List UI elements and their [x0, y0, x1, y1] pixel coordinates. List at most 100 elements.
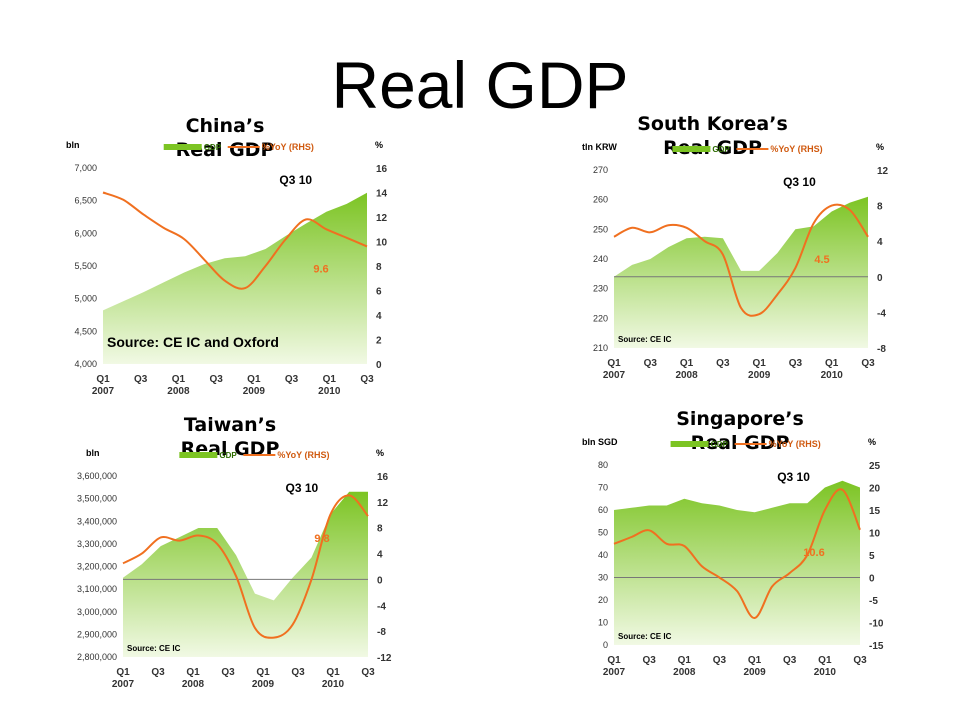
china-right-unit: % [375, 140, 383, 150]
singapore-x-tick-label: Q3 [783, 655, 797, 666]
singapore-y-left-tick-label: 0 [603, 640, 608, 650]
china-left-unit: bln [66, 140, 80, 150]
taiwan-y-left-tick-label: 3,600,000 [77, 471, 117, 481]
taiwan-period-label: Q3 10 [285, 481, 318, 495]
taiwan-y-left-tick-label: 3,300,000 [77, 539, 117, 549]
korea-y-left-tick-label: 230 [593, 284, 608, 294]
taiwan-x-tick-label: Q1 [256, 667, 270, 678]
china-y-right-tick-label: 0 [376, 360, 382, 371]
china-x-tick-year: 2010 [318, 386, 341, 397]
singapore-y-left-tick-label: 50 [598, 528, 608, 538]
taiwan-y-left-tick-label: 3,400,000 [77, 516, 117, 526]
singapore-y-left-tick-label: 40 [598, 550, 608, 560]
china-y-left-tick-label: 7,000 [74, 163, 97, 173]
china-y-left-tick-label: 5,000 [74, 294, 97, 304]
taiwan-legend-area-swatch [179, 452, 218, 458]
singapore-legend-area-label: GDP [711, 440, 729, 449]
china-source-label: Source: CE IC and Oxford [107, 334, 279, 350]
singapore-yoy-line [613, 488, 861, 619]
china-y-right-tick-label: 4 [376, 311, 382, 322]
singapore-y-left-tick-label: 20 [598, 595, 608, 605]
taiwan-y-left-tick-label: 2,800,000 [77, 652, 117, 662]
singapore-x-tick-year: 2010 [814, 667, 837, 678]
taiwan-y-right-tick-label: 4 [377, 550, 383, 561]
taiwan-yoy-line [122, 494, 369, 639]
china-legend-area-label: GDP [204, 143, 222, 152]
taiwan-y-left-tick-label: 3,100,000 [77, 584, 117, 594]
singapore-x-tick-year: 2009 [743, 667, 766, 678]
taiwan-x-tick-year: 2010 [322, 679, 345, 690]
china-y-left-tick-label: 4,000 [74, 359, 97, 369]
singapore-x-tick-label: Q1 [818, 655, 832, 666]
taiwan-y-right-tick-label: -8 [377, 627, 386, 638]
korea-x-tick-label: Q3 [861, 358, 875, 369]
korea-chart-title: South Korea’s Real GDP [620, 112, 805, 160]
china-x-tick-label: Q3 [360, 374, 374, 385]
taiwan-right-unit: % [376, 448, 384, 458]
china-y-right-tick-label: 6 [376, 287, 382, 298]
taiwan-y-right-tick-label: -4 [377, 601, 386, 612]
singapore-x-tick-label: Q1 [748, 655, 762, 666]
korea-x-tick-year: 2008 [675, 370, 698, 381]
korea-source-label: Source: CE IC [618, 335, 672, 344]
china-y-left-tick-label: 6,000 [74, 228, 97, 238]
korea-x-tick-label: Q1 [825, 358, 839, 369]
slide-title: Real GDP [331, 48, 629, 122]
china-x-tick-label: Q3 [209, 374, 223, 385]
korea-y-right-tick-label: 0 [877, 273, 883, 284]
singapore-y-right-tick-label: 25 [869, 461, 881, 472]
singapore-title-line-1: Singapore’s [676, 408, 804, 430]
korea-y-left-tick-label: 240 [593, 254, 608, 264]
china-x-tick-label: Q1 [96, 374, 110, 385]
china-y-right-tick-label: 10 [376, 238, 388, 249]
china-y-left-tick-label: 5,500 [74, 261, 97, 271]
korea-x-tick-year: 2007 [603, 370, 626, 381]
korea-y-left-tick-label: 220 [593, 313, 608, 323]
singapore-y-right-tick-label: 5 [869, 551, 875, 562]
singapore-source-label: Source: CE IC [618, 632, 672, 641]
singapore-legend-line-label: %YoY (RHS) [769, 439, 821, 449]
taiwan-y-left-tick-label: 3,500,000 [77, 494, 117, 504]
singapore-x-tick-label: Q1 [678, 655, 692, 666]
taiwan-x-tick-label: Q1 [116, 667, 130, 678]
singapore-y-left-tick-label: 80 [598, 460, 608, 470]
taiwan-left-unit: bln [86, 448, 100, 458]
korea-right-unit: % [876, 142, 884, 152]
taiwan-x-tick-label: Q3 [291, 667, 305, 678]
taiwan-legend-line-label: %YoY (RHS) [277, 450, 329, 460]
singapore-y-right-tick-label: 10 [869, 529, 881, 540]
korea-y-right-tick-label: 8 [877, 202, 883, 213]
singapore-x-tick-year: 2008 [673, 667, 696, 678]
korea-x-tick-label: Q1 [680, 358, 694, 369]
korea-x-tick-label: Q3 [716, 358, 730, 369]
korea-x-tick-label: Q1 [752, 358, 766, 369]
taiwan-source-label: Source: CE IC [127, 644, 181, 653]
taiwan-x-tick-label: Q1 [326, 667, 340, 678]
singapore-y-right-tick-label: -10 [869, 619, 884, 630]
china-title-line-1: China’s [185, 115, 265, 137]
singapore-legend-area-swatch [670, 441, 709, 447]
taiwan-x-tick-label: Q3 [221, 667, 235, 678]
taiwan-y-right-tick-label: -12 [377, 653, 392, 664]
korea-left-unit: tln KRW [582, 142, 617, 152]
singapore-x-tick-label: Q3 [642, 655, 656, 666]
china-x-tick-year: 2009 [243, 386, 266, 397]
taiwan-y-left-tick-label: 3,200,000 [77, 562, 117, 572]
korea-yoy-line [613, 203, 869, 317]
korea-last-value-label: 4.5 [814, 254, 829, 266]
taiwan-title-line-1: Taiwan’s [183, 414, 277, 436]
korea-gdp-area [614, 196, 868, 348]
china-y-left-tick-label: 4,500 [74, 326, 97, 336]
singapore-y-right-tick-label: -5 [869, 596, 878, 607]
korea-y-right-tick-label: 12 [877, 166, 889, 177]
singapore-y-left-tick-label: 30 [598, 573, 608, 583]
singapore-y-left-tick-label: 70 [598, 483, 608, 493]
korea-title-line-1: South Korea’s [637, 113, 788, 135]
taiwan-x-tick-label: Q3 [361, 667, 375, 678]
korea-x-tick-year: 2009 [748, 370, 771, 381]
korea-y-right-tick-label: 4 [877, 237, 883, 248]
